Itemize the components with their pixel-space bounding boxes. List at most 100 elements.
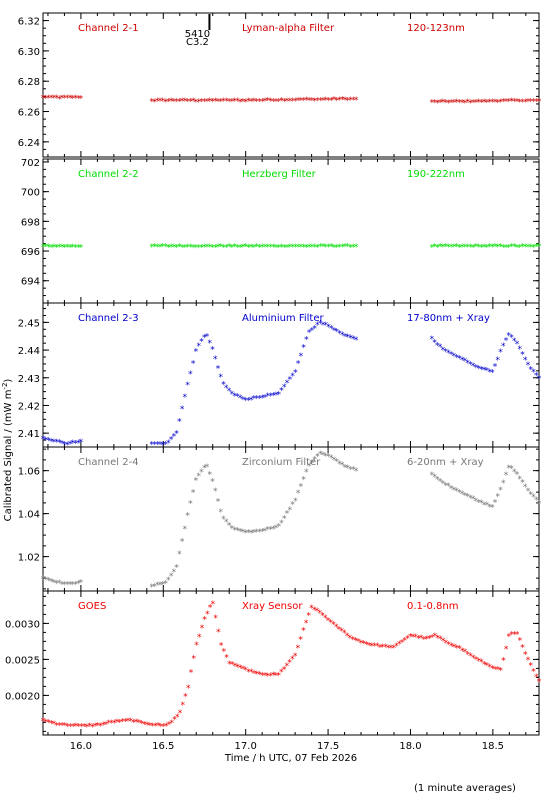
- data-point: *: [158, 97, 163, 107]
- data-point: *: [57, 95, 62, 105]
- data-point: *: [279, 97, 284, 107]
- data-point: *: [346, 243, 351, 253]
- data-point: *: [293, 497, 298, 507]
- y-tick-label: 0.0020: [5, 691, 40, 702]
- data-point: *: [288, 506, 293, 516]
- data-point: *: [202, 98, 207, 108]
- data-point: *: [254, 670, 259, 680]
- data-point: *: [49, 719, 54, 729]
- data-point: *: [299, 482, 304, 492]
- data-point: *: [60, 439, 65, 449]
- data-point: *: [189, 669, 194, 679]
- data-point: *: [476, 657, 481, 667]
- data-point: *: [465, 493, 470, 503]
- data-point: *: [263, 97, 268, 107]
- data-point: *: [205, 463, 210, 473]
- data-point: *: [120, 717, 125, 727]
- data-point: *: [537, 678, 542, 688]
- data-point: *: [163, 243, 168, 253]
- data-point: *: [126, 717, 131, 727]
- panel-title-3: 17-80nm + Xray: [407, 313, 490, 324]
- y-axis-label: Calibrated Signal / (mW m-2): [1, 379, 14, 522]
- panel-2: 694 696 698 700 702 Channel 2-2 Herzberg Filte…: [21, 158, 542, 304]
- data-point: *: [498, 98, 503, 108]
- data-point: *: [63, 721, 68, 731]
- data-point: *: [241, 528, 246, 538]
- data-point: *: [276, 671, 281, 681]
- data-point: *: [443, 482, 448, 492]
- data-point: *: [211, 600, 216, 610]
- data-point: *: [180, 97, 185, 107]
- data-point: *: [438, 343, 443, 353]
- data-point: *: [482, 98, 487, 108]
- data-point: *: [169, 97, 174, 107]
- data-point: *: [268, 525, 273, 535]
- data-point: *: [526, 656, 531, 666]
- data-point: *: [191, 244, 196, 254]
- data-point: *: [315, 607, 320, 617]
- data-point: *: [282, 244, 287, 254]
- data-point: *: [164, 722, 169, 732]
- data-point: *: [137, 718, 142, 728]
- data-point: *: [76, 439, 81, 449]
- data-point: *: [537, 500, 542, 510]
- data-point: *: [346, 97, 351, 107]
- y-tick-label: 2.45: [18, 318, 40, 329]
- data-point: *: [537, 243, 542, 253]
- y-tick-label: 2.41: [18, 429, 40, 440]
- data-point: *: [493, 98, 498, 108]
- data-point: *: [290, 372, 295, 382]
- data-point: *: [320, 611, 325, 621]
- data-point: *: [318, 609, 323, 619]
- data-point: *: [493, 243, 498, 253]
- data-point: *: [183, 244, 188, 254]
- data-point: *: [235, 97, 240, 107]
- data-point: *: [134, 718, 139, 728]
- data-point: *: [249, 396, 254, 406]
- data-point: *: [515, 630, 520, 640]
- data-point: *: [405, 635, 410, 645]
- data-point: *: [340, 243, 345, 253]
- data-point: *: [90, 723, 95, 733]
- data-point: *: [529, 97, 534, 107]
- data-point: *: [150, 440, 155, 450]
- data-point: *: [265, 392, 270, 402]
- data-point: *: [501, 243, 506, 253]
- data-point: *: [496, 493, 501, 503]
- data-point: *: [507, 632, 512, 642]
- y-tick-label: 698: [21, 217, 40, 228]
- data-point: *: [512, 630, 517, 640]
- data-point: *: [375, 642, 380, 652]
- y-tick-label: 2.42: [18, 401, 40, 412]
- data-point: *: [243, 243, 248, 253]
- data-point: *: [449, 642, 454, 652]
- data-point: *: [219, 243, 224, 253]
- data-point: *: [351, 466, 356, 476]
- data-point: *: [41, 575, 46, 585]
- data-point: *: [210, 346, 215, 356]
- data-point: *: [76, 580, 81, 590]
- panel-title-2: Zirconium Filter: [242, 457, 321, 468]
- data-point: *: [318, 450, 323, 460]
- data-point: *: [213, 614, 218, 624]
- data-point: *: [73, 243, 78, 253]
- data-point: *: [174, 563, 179, 573]
- data-point: *: [274, 97, 279, 107]
- data-point: *: [460, 647, 465, 657]
- data-point: *: [452, 243, 457, 253]
- data-point: *: [156, 722, 161, 732]
- data-point: *: [197, 633, 202, 643]
- data-point: *: [172, 243, 177, 253]
- data-point: *: [326, 617, 331, 627]
- data-point: *: [265, 525, 270, 535]
- data-point: *: [468, 652, 473, 662]
- data-point: *: [174, 98, 179, 108]
- panel-frame: [42, 446, 540, 592]
- data-point: *: [498, 486, 503, 496]
- data-point: *: [155, 441, 160, 451]
- data-point: *: [304, 468, 309, 478]
- panel-title-3: 190-222nm: [407, 169, 465, 180]
- data-point: *: [191, 97, 196, 107]
- data-point: *: [207, 243, 212, 253]
- y-tick-label: 6.32: [18, 17, 40, 28]
